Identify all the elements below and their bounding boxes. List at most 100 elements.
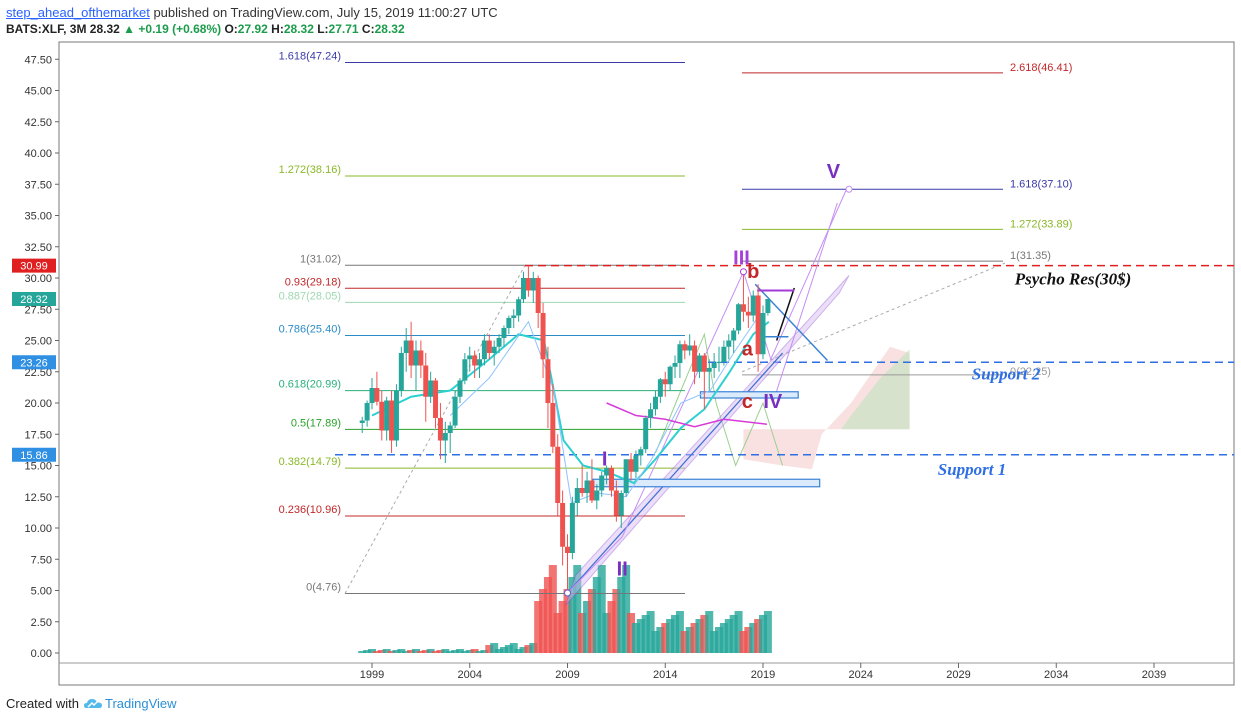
price-badge <box>12 447 56 462</box>
candle-body <box>433 380 439 418</box>
fib-anchor-dotted <box>344 265 526 594</box>
candle-body <box>501 328 507 338</box>
volume-bar <box>509 643 518 653</box>
candle-body <box>408 340 414 366</box>
y-tick-label: 35.00 <box>24 211 52 223</box>
volume-bar <box>666 619 675 653</box>
fib-level-label: 1.618(37.10) <box>1010 178 1072 190</box>
wave-label-V: V <box>827 161 841 183</box>
candle-body <box>477 359 483 366</box>
author-link[interactable]: step_ahead_ofthemarket <box>6 5 150 20</box>
candle-body <box>491 346 497 353</box>
tradingview-brand[interactable]: TradingView <box>83 696 177 711</box>
low-value: 27.71 <box>328 22 359 36</box>
fib-level-label: 1(31.02) <box>300 253 341 265</box>
y-tick-label: 42.50 <box>24 117 52 129</box>
candle-body <box>511 315 517 318</box>
volume-bar <box>592 577 601 653</box>
volume-bar <box>514 649 523 653</box>
fib-level-label: 0.382(14.79) <box>279 456 341 468</box>
volume-bar <box>700 615 709 653</box>
candle-body <box>560 503 566 547</box>
x-tick-label: 2029 <box>946 669 970 681</box>
pivot-marker <box>564 589 571 597</box>
candle-body <box>452 396 458 426</box>
candle-body <box>565 546 570 553</box>
candle-body <box>569 503 575 553</box>
candle-body <box>618 493 624 516</box>
support-2-label: Support 2 <box>972 364 1041 383</box>
volume-bar <box>661 623 670 653</box>
volume-bar <box>524 645 533 653</box>
y-tick-label: 10.00 <box>24 523 52 535</box>
correction-line <box>754 283 829 362</box>
price-badges: 30.99 28.32 23.26 15.86 <box>12 258 56 462</box>
candle-body <box>428 380 434 397</box>
candle-body <box>604 468 610 476</box>
volume-bar <box>411 649 420 653</box>
header-line-2: BATS:XLF, 3M 28.32 ▲ +0.19 (+0.68%) O:27… <box>6 22 405 36</box>
volume-bar <box>705 611 714 653</box>
candle-body <box>442 433 448 441</box>
volume-bar <box>710 631 719 653</box>
candle-body <box>687 345 693 351</box>
volume-bar <box>495 649 504 653</box>
y-tick-label: 30.00 <box>24 273 52 285</box>
volume-bar <box>455 649 464 653</box>
volume-bar <box>729 615 738 653</box>
candle-body <box>750 295 756 316</box>
volume-bar <box>739 631 748 653</box>
fib-level-label: 0.618(20.99) <box>279 379 341 391</box>
y-tick-label: 27.50 <box>24 304 52 316</box>
pivot-marker <box>845 185 853 193</box>
psycho-res-label: Psycho Res(30$) <box>1014 270 1132 289</box>
candle-body <box>701 355 707 372</box>
price-badge <box>12 355 56 370</box>
candle-body <box>633 455 639 472</box>
candle-body <box>525 278 531 291</box>
candle-body <box>467 355 473 360</box>
volume-bar <box>671 615 680 653</box>
brand-label: TradingView <box>104 696 177 711</box>
fib-level-label: 1(31.35) <box>1010 250 1051 262</box>
volume-bar <box>715 627 724 653</box>
candle-body <box>682 344 688 351</box>
candle-body <box>530 278 536 291</box>
price-badge <box>12 292 56 306</box>
plot-frame <box>58 41 1235 686</box>
volume-bars <box>358 565 772 653</box>
open-value: 27.92 <box>237 22 268 36</box>
volume-bar <box>451 650 460 653</box>
candle-body <box>652 396 658 410</box>
candle-body <box>535 278 541 313</box>
wave-label-c: c <box>742 391 753 413</box>
fib-right: 2.618(46.41) 1.618(37.10) 1.272(33.89) 1(31… <box>742 62 1072 378</box>
volume-bar <box>475 651 484 653</box>
y-tick-label: 22.50 <box>24 367 52 379</box>
candle-body <box>384 400 390 431</box>
y-tick-label: 20.00 <box>24 398 52 410</box>
candle-body <box>599 475 605 491</box>
volume-bar <box>617 577 626 653</box>
candle-body <box>643 418 649 450</box>
fib-level-label: 0.5(17.89) <box>291 417 341 429</box>
volume-bar <box>734 611 743 653</box>
candle-body <box>711 363 717 368</box>
fib-level-label: 0.786(25.40) <box>279 324 341 336</box>
candle-body <box>574 488 580 503</box>
candle-body <box>721 346 727 362</box>
volume-bar <box>568 577 577 653</box>
candle-body <box>677 344 683 363</box>
volume-bar <box>690 623 699 653</box>
fib-level-label: 0.93(29.18) <box>285 276 341 288</box>
candle-body <box>545 359 551 403</box>
wave-label-a: a <box>742 339 754 361</box>
tradingview-cloud-icon <box>83 698 102 708</box>
close-value: 28.32 <box>374 22 405 36</box>
candle-body <box>613 490 619 516</box>
candle-body <box>589 480 595 501</box>
x-tick-label: 2034 <box>1044 669 1068 681</box>
candle-body <box>638 449 644 456</box>
candle-body <box>594 490 600 501</box>
